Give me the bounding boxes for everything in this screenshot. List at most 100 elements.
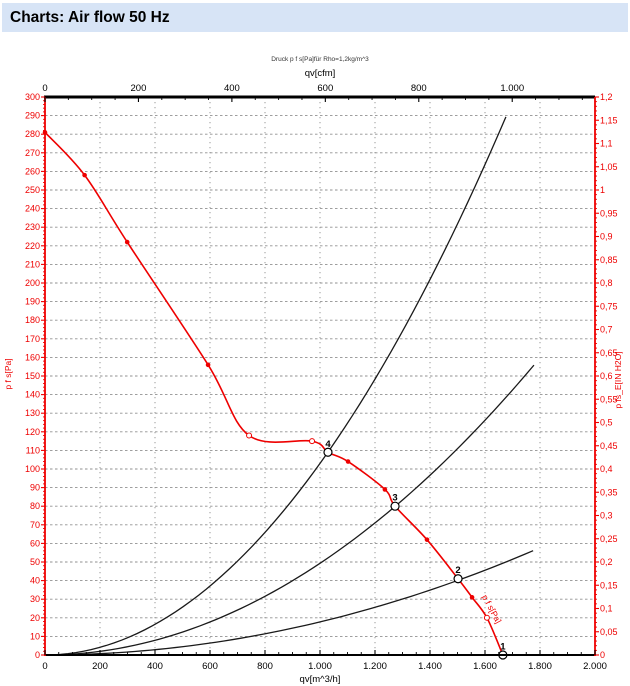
top-axis-tick-label: 200	[131, 83, 147, 94]
operating-point-label: 4	[325, 439, 331, 450]
fan-curve-marker	[124, 239, 130, 245]
right-axis-tick-label: 0,8	[600, 278, 613, 288]
right-axis-tick-label: 1,05	[600, 162, 618, 172]
right-axis-tick-label: 0,15	[600, 580, 618, 590]
bottom-axis-tick-label: 1.600	[473, 661, 497, 672]
bottom-axis-tick-label: 1.000	[308, 661, 332, 672]
left-axis-tick-label: 260	[25, 166, 40, 176]
system-curve-middle	[44, 364, 535, 656]
left-axis-tick-label: 0	[35, 650, 40, 660]
left-axis-tick-label: 80	[30, 501, 40, 511]
right-axis-tick-label: 0,05	[600, 627, 618, 637]
bottom-axis-tick-label: 600	[202, 661, 218, 672]
right-axis-tick-label: 0,45	[600, 441, 618, 451]
fan-curve-marker	[205, 362, 211, 368]
system-curve-steep	[44, 116, 507, 656]
left-axis-title: p f s[Pa]	[3, 358, 13, 389]
left-axis-tick-label: 250	[25, 185, 40, 195]
right-axis-tick-label: 0,85	[600, 255, 618, 265]
left-axis-tick-label: 270	[25, 148, 40, 158]
right-axis-tick-label: 0,25	[600, 534, 618, 544]
bottom-axis-title: qv[m^3/h]	[300, 674, 341, 685]
right-axis-title: p fs_E[IN H2O]	[613, 351, 623, 408]
fan-curve-marker	[82, 172, 87, 178]
operating-point-marker	[323, 447, 333, 457]
top-axis-tick-label: 800	[411, 83, 427, 94]
left-axis-tick-label: 240	[25, 204, 40, 214]
left-axis-tick-label: 50	[30, 557, 40, 567]
right-axis-tick-label: 0,7	[600, 325, 613, 335]
bottom-axis-tick-label: 0	[42, 661, 47, 672]
system-curve-shallow	[44, 550, 534, 656]
bottom-axis-tick-label: 1.800	[528, 661, 552, 672]
operating-point-label: 3	[392, 493, 397, 504]
right-axis-tick-label: 1,15	[600, 115, 618, 125]
fan-curve-marker	[345, 459, 351, 464]
left-axis-tick-label: 180	[25, 315, 40, 325]
right-axis-tick-label: 0,75	[600, 301, 618, 311]
right-axis-tick-label: 0,1	[600, 604, 613, 614]
left-axis-tick-label: 90	[30, 483, 40, 493]
right-axis-tick-label: 1,1	[600, 139, 613, 149]
fan-curve-marker-open	[309, 438, 316, 445]
top-axis-title: qv[cfm]	[305, 68, 336, 79]
left-axis-tick-label: 210	[25, 259, 40, 269]
operating-point-marker	[390, 501, 400, 511]
left-axis-tick-label: 60	[30, 538, 40, 548]
top-axis-tick-label: 1.000	[500, 83, 524, 94]
right-axis-tick-label: 0,65	[600, 348, 618, 358]
operating-point-label: 2	[455, 565, 460, 576]
title-bar: Charts: Air flow 50 Hz	[2, 3, 628, 32]
left-axis-tick-label: 190	[25, 297, 40, 307]
top-axis-tick-label: 400	[224, 83, 240, 94]
right-axis-tick-label: 0,5	[600, 418, 613, 428]
left-axis-tick-label: 100	[25, 464, 40, 474]
right-axis-tick-label: 0	[600, 650, 605, 660]
right-axis-tick-label: 0,9	[600, 232, 613, 242]
right-axis-tick-label: 0,55	[600, 394, 618, 404]
right-axis-tick-label: 1,2	[600, 92, 613, 102]
left-axis-tick-label: 280	[25, 129, 40, 139]
bottom-axis-tick-label: 1.400	[418, 661, 442, 672]
fan-curve-label: p f s[Pa]	[480, 593, 503, 625]
bottom-axis-tick-label: 800	[257, 661, 273, 672]
left-axis-tick-label: 300	[25, 92, 40, 102]
left-axis-tick-label: 290	[25, 111, 40, 121]
right-axis-tick-label: 0,2	[600, 557, 613, 567]
right-axis-tick-label: 0,3	[600, 511, 613, 521]
left-axis-tick-label: 40	[30, 576, 40, 586]
left-axis-tick-label: 160	[25, 352, 40, 362]
left-axis-tick-label: 150	[25, 371, 40, 381]
left-axis-tick-label: 200	[25, 278, 40, 288]
bottom-axis-tick-label: 2.000	[583, 661, 607, 672]
right-axis-tick-label: 0,4	[600, 464, 613, 474]
bottom-axis-tick-label: 400	[147, 661, 163, 672]
fan-curve-marker	[382, 487, 388, 492]
left-axis-tick-label: 110	[26, 445, 40, 455]
right-axis-tick-label: 0,95	[600, 208, 618, 218]
fan-curve-marker-open	[483, 614, 490, 621]
left-axis-tick-label: 130	[25, 408, 40, 418]
top-axis-tick-label: 0	[42, 83, 47, 94]
left-axis-tick-label: 230	[25, 222, 40, 232]
left-axis-tick-label: 20	[30, 613, 40, 623]
page-title: Charts: Air flow 50 Hz	[10, 8, 170, 26]
left-axis-tick-label: 170	[25, 334, 40, 344]
right-axis-tick-label: 1	[600, 185, 605, 195]
left-axis-tick-label: 70	[30, 520, 40, 530]
fan-pressure-curve	[44, 131, 504, 656]
bottom-axis-tick-label: 200	[92, 661, 108, 672]
fan-curve-marker	[424, 537, 430, 542]
top-axis-tick-label: 600	[317, 83, 333, 94]
left-axis-tick-label: 220	[25, 241, 40, 251]
operating-point-marker	[453, 574, 463, 584]
fan-curve-marker-open	[246, 432, 253, 439]
chart-note: Druck p f s[Pa]für Rho=1,2kg/m^3	[271, 56, 369, 63]
right-axis-tick-label: 0,6	[600, 371, 613, 381]
left-axis-tick-label: 140	[25, 390, 40, 400]
right-axis-tick-label: 0,35	[600, 487, 618, 497]
left-axis-tick-label: 30	[30, 594, 40, 604]
fan-curve-marker	[469, 595, 475, 600]
operating-point-label: 1	[500, 642, 506, 653]
